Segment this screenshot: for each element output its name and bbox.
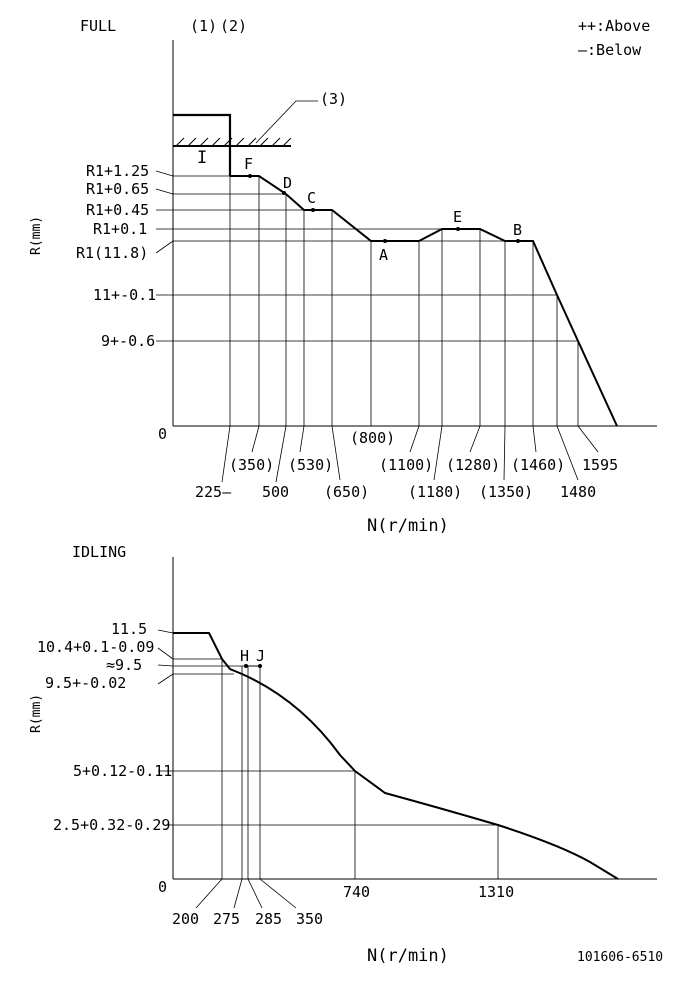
full-x-label-1480: 1480 (560, 483, 596, 501)
point-e: E (453, 208, 462, 226)
full-y-label-11: 11+-0.1 (93, 286, 156, 304)
point-d: D (283, 174, 292, 192)
full-point-markers (248, 174, 520, 243)
full-x-label-530: (530) (288, 456, 333, 474)
full-x-label-1100: (1100) (379, 456, 433, 474)
full-x-label-650: (650) (324, 483, 369, 501)
full-y-label-r1: R1(11.8) (76, 244, 148, 262)
full-limit-hatch (175, 137, 292, 147)
point-b: B (513, 221, 522, 239)
idling-y-label-5: 5+0.12-0.11 (73, 762, 172, 780)
ref-3-leader (255, 100, 318, 144)
full-curve (230, 175, 618, 427)
idling-x-label-285: 285 (255, 910, 282, 928)
idling-curve (173, 632, 619, 880)
full-x-label-225: 225— (195, 483, 232, 501)
idling-y-label-95: 9.5+-0.02 (45, 674, 126, 692)
legend-above: ++:Above (578, 17, 650, 35)
full-y-leaders (155, 170, 174, 342)
full-x-label-350: (350) (229, 456, 274, 474)
full-y-label-r1-125: R1+1.25 (86, 162, 149, 180)
idling-x-axis-label: N(r/min) (367, 946, 449, 966)
full-x-label-800: (800) (350, 429, 395, 447)
idling-x-label-1310: 1310 (478, 883, 514, 901)
full-stop-block (173, 113, 232, 176)
idling-y-label-115: 11.5 (111, 620, 147, 638)
full-v-droplines (229, 176, 579, 426)
idling-h-gridlines (173, 658, 498, 826)
point-h: H (240, 647, 249, 665)
full-x-leaders (221, 425, 599, 483)
full-x-label-1350: (1350) (479, 483, 533, 501)
idling-y-label-approx95: ≈9.5 (106, 656, 142, 674)
ref-1: (1) (190, 17, 217, 35)
point-a: A (379, 246, 388, 264)
idling-title: IDLING (72, 543, 126, 561)
full-x-label-1180: (1180) (408, 483, 462, 501)
ref-2: (2) (220, 17, 247, 35)
full-chart: FULL (1) (2) (3) 0 R(mm) N(r/min) (29, 17, 657, 536)
point-c: C (307, 189, 316, 207)
ref-3: (3) (320, 90, 347, 108)
full-y-label-r1-045: R1+0.45 (86, 201, 149, 219)
idling-y-label-104: 10.4+0.1-0.09 (37, 638, 154, 656)
full-title: FULL (80, 17, 116, 35)
idling-origin: 0 (158, 878, 167, 896)
full-y-label-9: 9+-0.6 (101, 332, 155, 350)
full-x-label-500: 500 (262, 483, 289, 501)
legend-below: —:Below (578, 41, 642, 59)
full-y-label-r1-065: R1+0.65 (86, 180, 149, 198)
full-origin: 0 (158, 425, 167, 443)
idling-chart: IDLING 0 R(mm) N(r/min) 11.5 10.4+0.1-0.… (29, 543, 657, 966)
drawing-id: 101606-6510 (577, 950, 663, 965)
point-f: F (244, 155, 253, 173)
idling-x-label-200: 200 (172, 910, 199, 928)
full-x-label-1595: 1595 (582, 456, 618, 474)
idling-x-label-275: 275 (213, 910, 240, 928)
full-region-label: I (197, 148, 207, 168)
point-j: J (256, 647, 265, 665)
full-x-axis-label: N(r/min) (367, 516, 449, 536)
full-h-gridlines (173, 175, 578, 342)
idling-y-label-25: 2.5+0.32-0.29 (53, 816, 170, 834)
full-x-label-1460: (1460) (511, 456, 565, 474)
idling-x-leaders (195, 878, 297, 909)
idling-x-label-350: 350 (296, 910, 323, 928)
idling-v-droplines (221, 659, 499, 879)
full-y-axis-label: R(mm) (29, 216, 44, 255)
full-y-label-r1-01: R1+0.1 (93, 220, 147, 238)
full-x-label-1280: (1280) (446, 456, 500, 474)
idling-y-leaders (157, 629, 174, 826)
idling-y-axis-label: R(mm) (29, 694, 44, 733)
idling-x-label-740: 740 (343, 883, 370, 901)
